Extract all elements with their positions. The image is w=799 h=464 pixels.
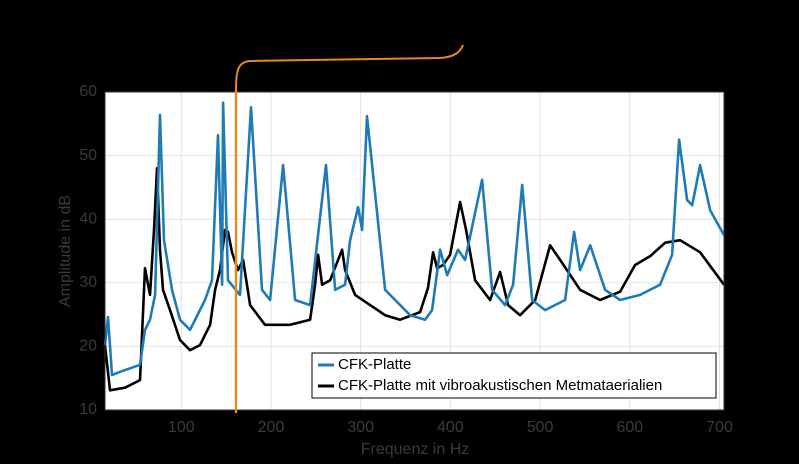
- lines: [103, 101, 726, 392]
- brace: [235, 44, 464, 91]
- y-tick-label: 40: [79, 210, 97, 227]
- y-axis-label: Amplitude in dB: [57, 195, 74, 307]
- legend-label: CFK-Platte mit vibroakustischen Metmatae…: [338, 377, 662, 394]
- x-tick-label: 500: [527, 419, 554, 436]
- legend: CFK-Platte CFK-Platte mit vibroakustische…: [311, 352, 717, 399]
- x-tick-label: 600: [616, 419, 643, 436]
- x-tick-label: 400: [437, 419, 464, 436]
- x-tick-label: 700: [706, 419, 733, 436]
- series-line: [103, 101, 726, 377]
- legend-label: CFK-Platte: [338, 356, 411, 373]
- x-tick-label: 200: [258, 419, 285, 436]
- x-axis-label: Frequenz in Hz: [361, 441, 470, 458]
- y-tick-label: 30: [79, 274, 97, 291]
- y-tick-label: 20: [79, 338, 97, 355]
- x-tick-label: 100: [168, 419, 195, 436]
- y-tick-label: 60: [79, 83, 97, 100]
- y-tick-label: 10: [79, 401, 97, 418]
- series-line: [103, 167, 726, 392]
- y-tick-label: 50: [79, 147, 97, 164]
- legend-box: [311, 352, 717, 399]
- plot-frame: [104, 91, 725, 411]
- x-tick-label: 300: [347, 419, 374, 436]
